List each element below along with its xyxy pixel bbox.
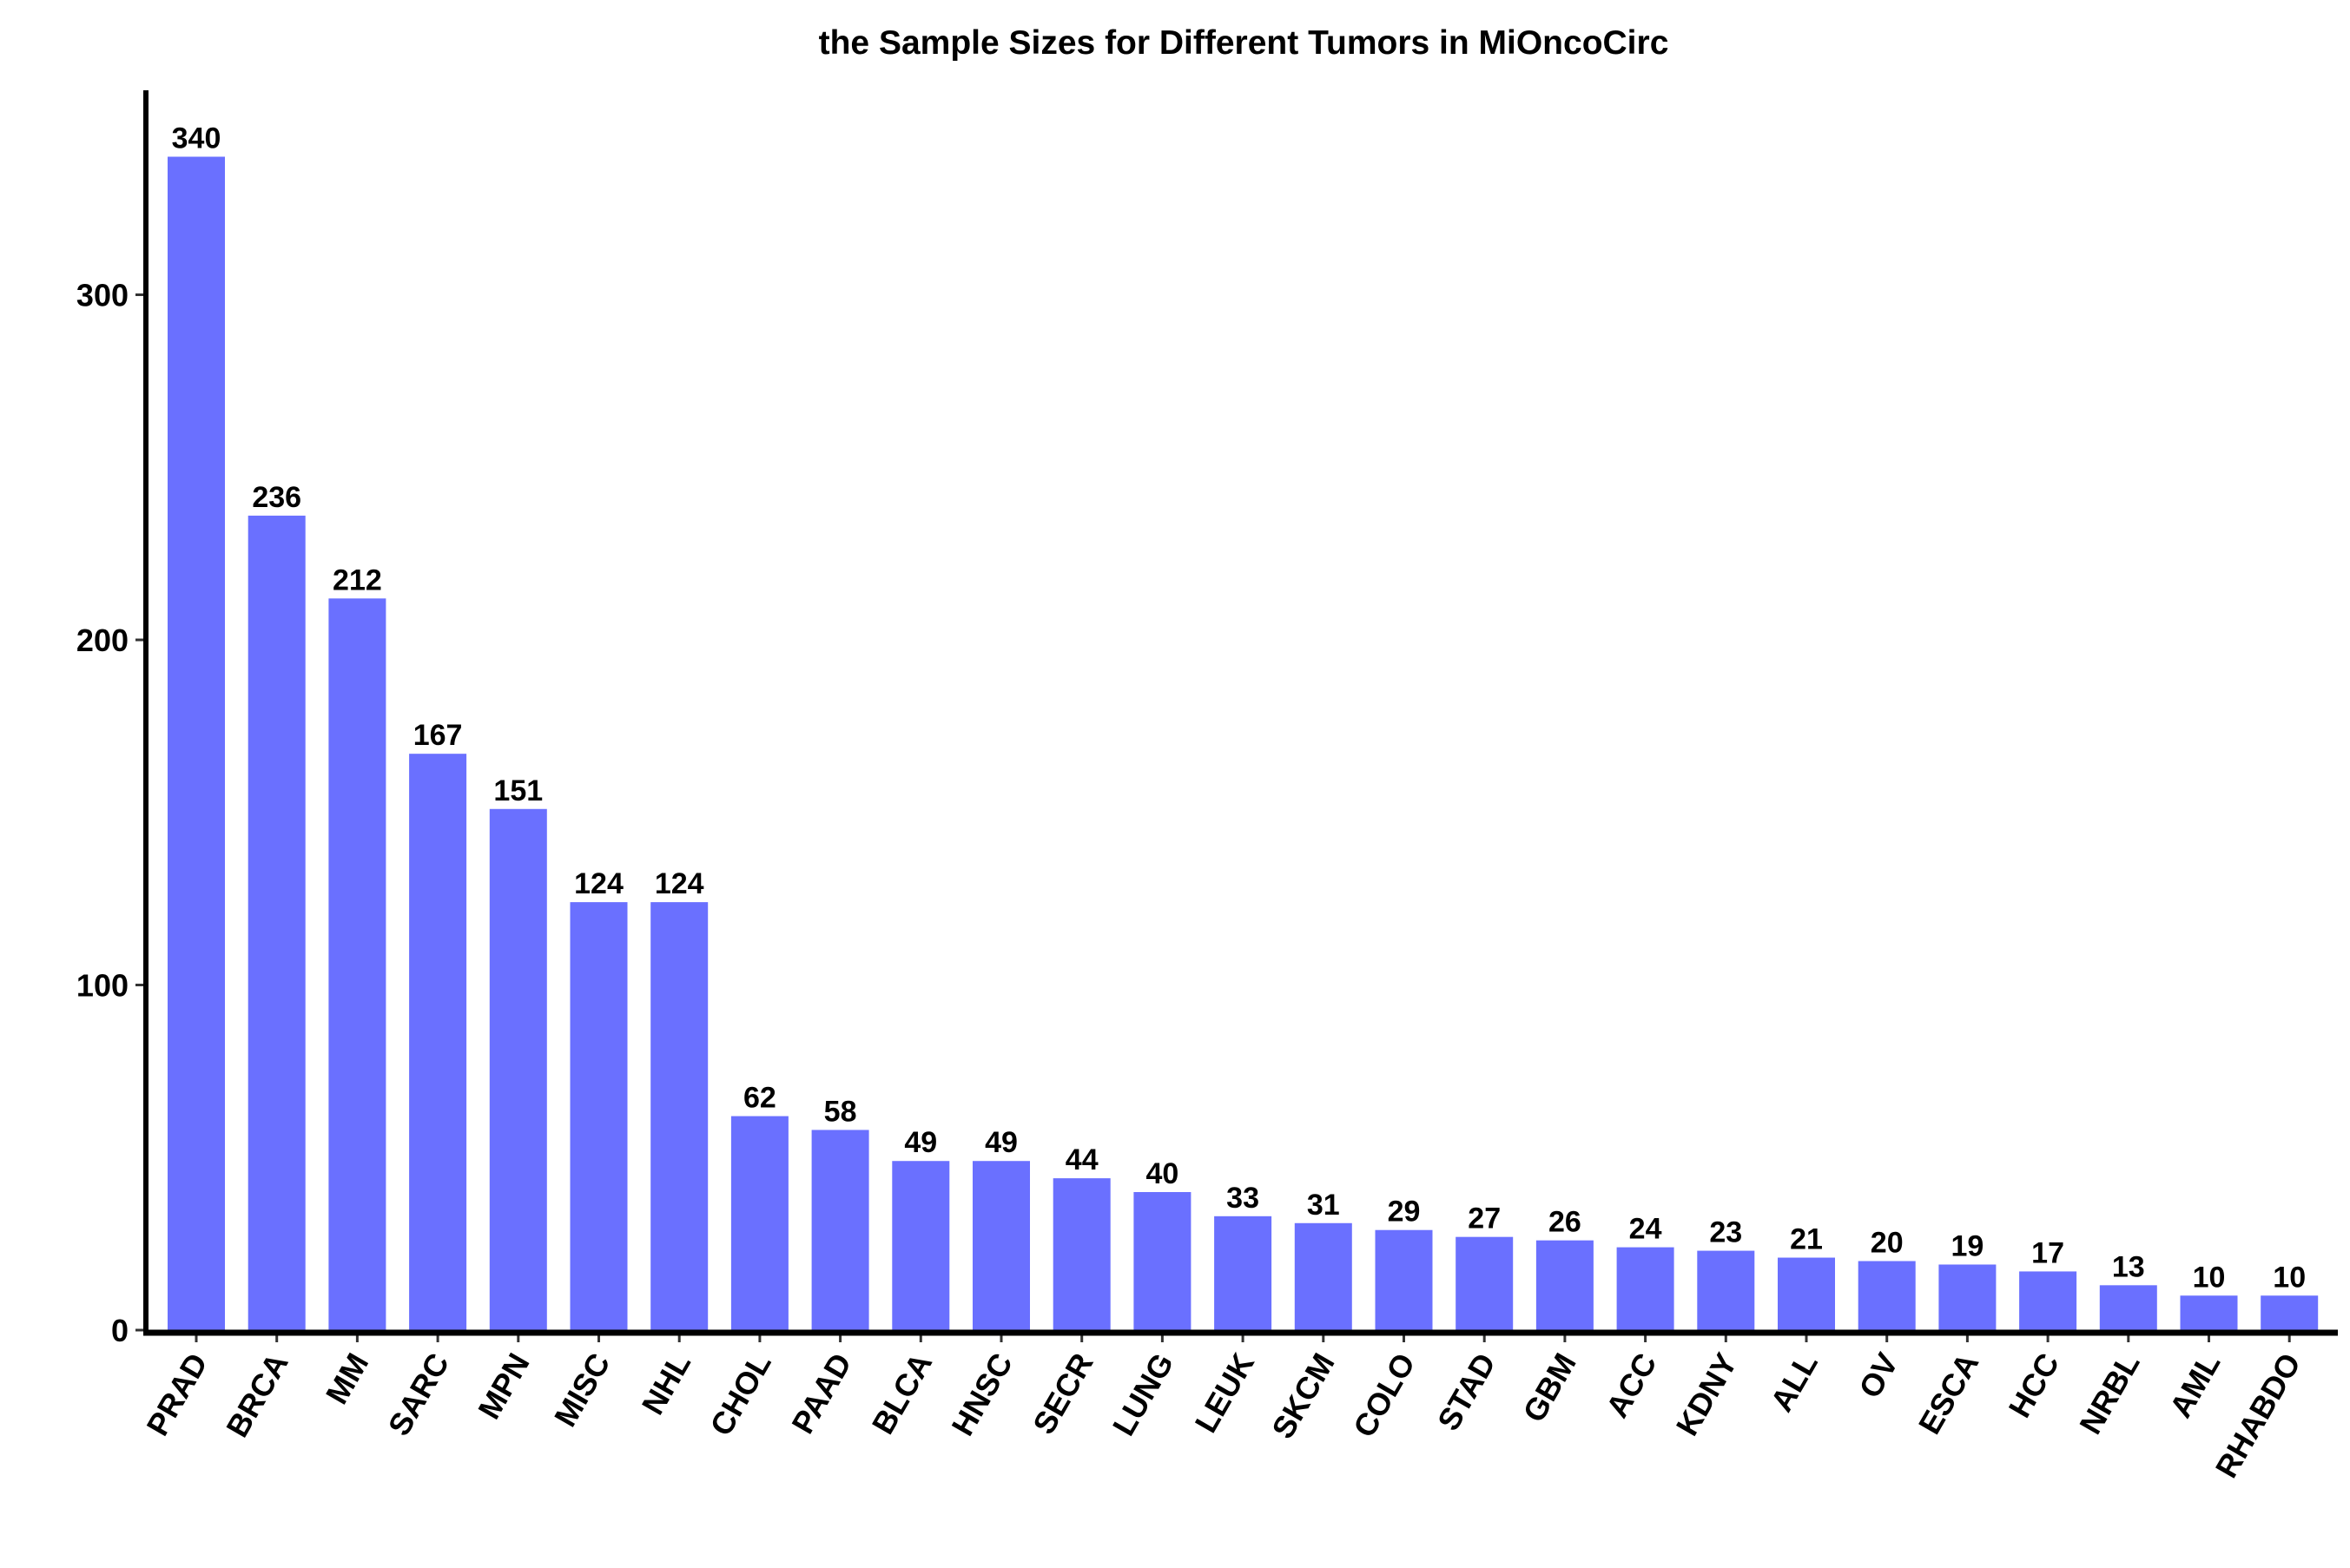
bar xyxy=(1294,1222,1352,1330)
data-label: 10 xyxy=(2193,1261,2226,1294)
data-label: 40 xyxy=(1145,1157,1178,1190)
bar xyxy=(168,156,225,1330)
x-tick-label: BRCA xyxy=(219,1347,295,1444)
x-tick-label: GBM xyxy=(1515,1347,1583,1428)
data-label: 58 xyxy=(824,1095,857,1128)
y-tick-label: 100 xyxy=(76,968,129,1004)
x-tick-label: BLCA xyxy=(865,1347,940,1440)
x-tick-label: OV xyxy=(1852,1347,1905,1405)
bar xyxy=(650,902,709,1330)
x-tick-label: SKCM xyxy=(1264,1347,1342,1445)
data-label: 31 xyxy=(1307,1189,1340,1222)
data-label: 26 xyxy=(1548,1206,1581,1239)
bar xyxy=(1938,1264,1997,1330)
bar xyxy=(2261,1295,2319,1330)
bar xyxy=(2019,1271,2077,1330)
x-tick-label: HCC xyxy=(2002,1347,2067,1424)
y-tick-label: 200 xyxy=(76,623,129,658)
bar xyxy=(2099,1285,2157,1330)
data-label: 49 xyxy=(985,1126,1018,1159)
data-label: 44 xyxy=(1066,1143,1099,1176)
bar xyxy=(1053,1178,1111,1330)
x-tick-label: COLO xyxy=(1346,1347,1423,1444)
bar xyxy=(2180,1295,2238,1330)
data-label: 151 xyxy=(493,774,543,807)
x-tick-label: ALL xyxy=(1763,1347,1824,1418)
data-label: 236 xyxy=(252,481,301,514)
x-tick-label: HNSC xyxy=(944,1347,1020,1442)
x-tick-label: LUNG xyxy=(1106,1347,1181,1442)
bar xyxy=(328,598,386,1330)
x-tick-label: ESCA xyxy=(1911,1347,1986,1440)
data-label: 10 xyxy=(2273,1261,2306,1294)
x-tick-label: AML xyxy=(2162,1347,2227,1424)
bar xyxy=(489,808,547,1330)
x-tick-label: CHOL xyxy=(703,1347,778,1442)
data-label: 23 xyxy=(1709,1216,1742,1249)
data-label: 19 xyxy=(1951,1229,1984,1262)
x-tick-label: PRAD xyxy=(139,1347,215,1442)
bar xyxy=(1697,1250,1755,1330)
x-tick-label: NHL xyxy=(635,1347,698,1421)
bar xyxy=(248,515,306,1330)
bar xyxy=(1778,1257,1835,1330)
bar xyxy=(1535,1240,1594,1330)
bar xyxy=(1616,1247,1674,1330)
data-label: 124 xyxy=(574,867,624,900)
data-label: 20 xyxy=(1871,1227,1904,1260)
data-label: 21 xyxy=(1790,1223,1823,1256)
data-label: 62 xyxy=(743,1082,776,1115)
x-tick-label: MM xyxy=(319,1347,375,1410)
data-label: 33 xyxy=(1226,1182,1259,1215)
x-tick-label: NRBL xyxy=(2072,1347,2146,1440)
data-label: 167 xyxy=(413,719,463,752)
x-tick-label: SARC xyxy=(381,1347,457,1442)
y-tick-label: 0 xyxy=(111,1313,129,1348)
bar xyxy=(570,902,628,1330)
x-tick-label: PAAD xyxy=(784,1347,858,1440)
x-tick-label: LEUK xyxy=(1188,1347,1262,1439)
x-tick-label: ACC xyxy=(1599,1347,1664,1424)
data-label: 49 xyxy=(904,1126,937,1159)
x-tick-label: SECR xyxy=(1026,1347,1100,1440)
x-tick-label: MPN xyxy=(471,1347,537,1426)
bar xyxy=(811,1130,869,1330)
data-label: 212 xyxy=(333,563,382,596)
data-label: 17 xyxy=(2031,1236,2064,1269)
data-label: 340 xyxy=(172,122,221,155)
bar xyxy=(1858,1261,1916,1330)
y-tick-label: 300 xyxy=(76,278,129,313)
chart-title: the Sample Sizes for Different Tumors in… xyxy=(819,24,1669,62)
x-tick-label: KDNY xyxy=(1669,1347,1745,1442)
bar xyxy=(892,1161,950,1330)
bar xyxy=(1456,1236,1514,1330)
bar xyxy=(409,754,467,1330)
data-label: 24 xyxy=(1629,1213,1662,1246)
x-tick-label: STAD xyxy=(1430,1347,1502,1437)
bar xyxy=(730,1116,789,1330)
data-label: 27 xyxy=(1468,1202,1501,1235)
bar xyxy=(973,1161,1030,1330)
bar xyxy=(1375,1229,1433,1330)
bar xyxy=(1214,1216,1272,1330)
bar xyxy=(1133,1192,1192,1330)
x-tick-label: MISC xyxy=(547,1347,617,1432)
data-label: 29 xyxy=(1388,1196,1421,1229)
data-label: 124 xyxy=(655,867,704,900)
data-label: 13 xyxy=(2112,1250,2145,1283)
